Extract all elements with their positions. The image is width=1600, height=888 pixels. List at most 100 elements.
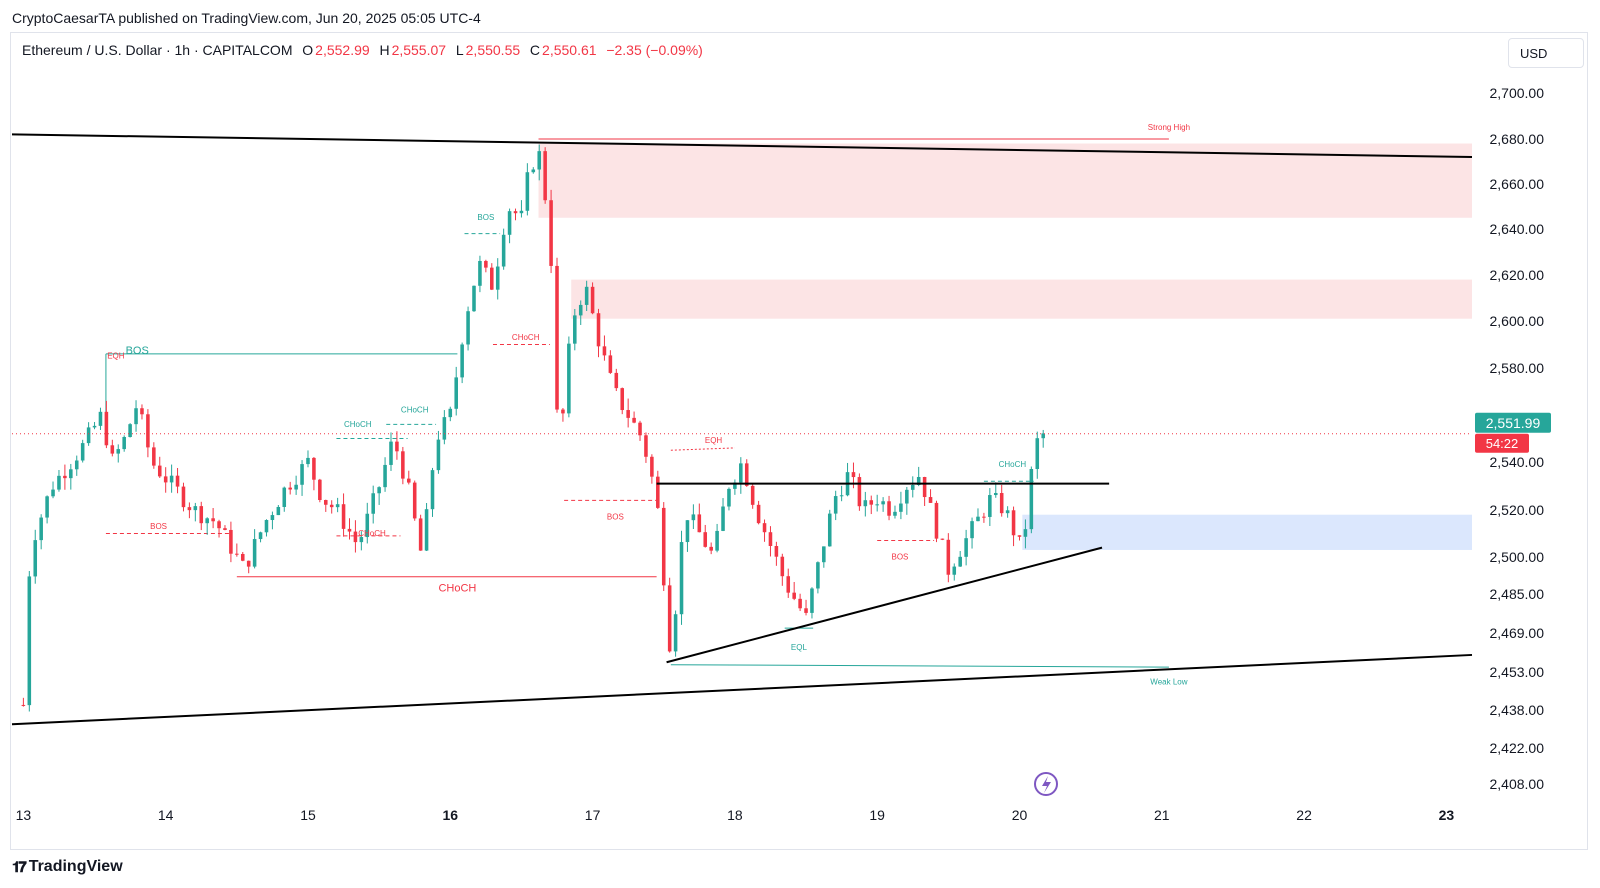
annotation-label: EQL [791,643,808,652]
candle-body [341,504,346,529]
candle-body [128,424,132,437]
candle-body [1017,535,1022,537]
candle-body [122,436,126,450]
structure-line-15 [670,664,1169,668]
open-value: 2,552.99 [315,42,370,58]
candle-body [1011,510,1016,536]
candle-body [549,200,553,266]
candle-body [407,478,411,483]
annotation-label: CHoCH [999,460,1027,469]
candle-body [86,427,91,444]
candle-body [573,315,577,344]
candle-body [638,422,642,436]
trendline-ascending-support [666,546,1103,664]
candle-body [140,408,144,415]
annotation-label: CHoCH [512,333,540,342]
candle-body [33,540,38,577]
y-tick-label: 2,620.00 [1490,267,1545,283]
candle-body [578,304,583,316]
candle-body [1023,529,1028,537]
candle-body [721,506,725,531]
high-label: H [379,42,390,58]
tradingview-logo-text: TradingView [28,858,123,875]
candle-body [448,408,453,418]
candle-body [679,542,684,615]
y-tick-label: 2,640.00 [1490,221,1545,237]
candle-body [258,532,263,540]
candle-body [318,479,322,501]
x-tick-label: 18 [727,807,743,823]
candle-body [175,475,180,487]
candle-body [614,372,619,389]
candle-body [922,476,927,498]
x-tick-label: 19 [869,807,885,823]
trendline-upper-channel [11,133,1473,158]
candle-body [39,517,43,541]
candle-body [893,511,897,516]
candle-body [685,520,690,543]
candle-body [146,414,150,448]
candle-body [839,495,844,497]
candle-body [916,476,921,485]
candle-body [590,286,595,314]
structure-line-12 [670,447,735,451]
candle-body [294,484,298,490]
candle-body [780,556,785,577]
current-price-label: 2,551.99 [1486,415,1541,431]
candle-body [104,411,109,446]
candle-body [98,411,103,426]
candle-body [193,506,198,511]
candle-body [229,529,233,554]
candle-body [910,484,915,490]
candle-body [312,457,316,480]
candle-body [205,518,209,524]
annotation-label: CHoCH [358,529,386,538]
y-tick-label: 2,438.00 [1490,702,1545,718]
candle-body [347,528,352,532]
candle-body [116,449,121,454]
candle-body [418,518,423,551]
candle-body [928,497,933,503]
candle-body [822,546,826,563]
candle-body [329,504,334,508]
candle-body [905,489,909,504]
countdown-label: 54:22 [1486,436,1519,451]
currency-button[interactable]: USD [1508,38,1584,68]
annotation-label: EQH [107,352,125,361]
candle-body [626,410,630,418]
candle-body [490,267,494,290]
candle-body [430,470,435,510]
annotation-label: EQH [705,436,723,445]
candle-body [632,417,636,423]
y-tick-label: 2,520.00 [1490,502,1545,518]
annotation-label: CHoCH [344,420,372,429]
candle-body [1041,433,1045,439]
candle-body [744,463,749,486]
candle-body [181,486,186,508]
candle-body [940,538,945,540]
annotation-label: BOS [150,522,167,531]
candle-body [187,507,192,511]
symbol-name[interactable]: Ethereum / U.S. Dollar · 1h · CAPITALCOM [22,42,293,58]
candle-body [756,504,761,524]
candle-body [157,465,162,477]
current-price-tag [1475,412,1551,433]
candle-body [501,234,506,267]
candle-body [69,469,73,479]
candle-body [863,500,868,507]
tradingview-logo[interactable]: 𝟏𝟕 TradingView [12,858,123,876]
x-tick-label: 16 [442,807,458,823]
candle-body [323,500,328,505]
chart-pane[interactable] [10,32,1588,850]
candle-body [650,456,654,477]
candle-body [264,520,269,533]
annotation-label: BOS [607,512,624,521]
candle-body [466,311,470,345]
x-tick-label: 14 [158,807,174,823]
candle-body [899,503,903,512]
candle-body [412,482,417,519]
candle-body [988,495,992,517]
close-label: C [529,42,541,58]
tradingview-logo-icon: 𝟏𝟕 [12,858,27,876]
candle-body [252,539,257,567]
